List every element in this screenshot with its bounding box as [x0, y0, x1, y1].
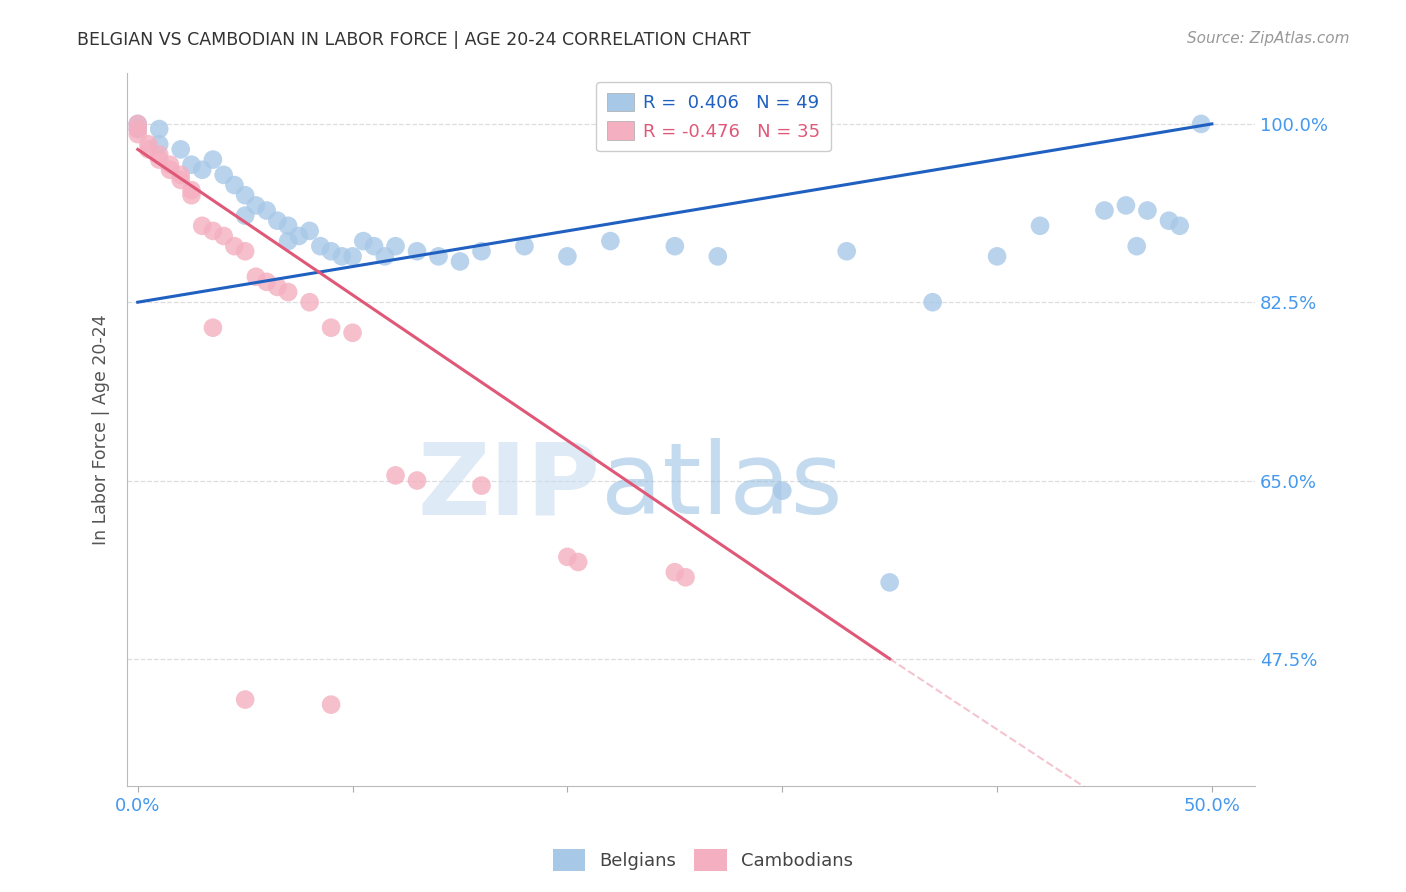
- Point: [170, 168, 193, 182]
- Point: [319, 698, 342, 712]
- Point: [449, 254, 471, 268]
- Point: [309, 239, 332, 253]
- Point: [599, 234, 621, 248]
- Point: [127, 122, 149, 136]
- Point: [277, 285, 299, 299]
- Y-axis label: In Labor Force | Age 20-24: In Labor Force | Age 20-24: [93, 314, 110, 545]
- Point: [138, 137, 160, 152]
- Point: [266, 280, 288, 294]
- Point: [277, 234, 299, 248]
- Point: [470, 244, 492, 259]
- Point: [233, 244, 256, 259]
- Point: [384, 239, 406, 253]
- Text: BELGIAN VS CAMBODIAN IN LABOR FORCE | AGE 20-24 CORRELATION CHART: BELGIAN VS CAMBODIAN IN LABOR FORCE | AG…: [77, 31, 751, 49]
- Point: [1157, 213, 1180, 227]
- Point: [138, 142, 160, 156]
- Point: [557, 249, 579, 263]
- Point: [675, 570, 697, 584]
- Point: [170, 142, 193, 156]
- Point: [201, 224, 224, 238]
- Point: [127, 117, 149, 131]
- Point: [330, 249, 353, 263]
- Point: [233, 188, 256, 202]
- Point: [384, 468, 406, 483]
- Point: [148, 137, 170, 152]
- Point: [256, 275, 278, 289]
- Point: [256, 203, 278, 218]
- Text: atlas: atlas: [600, 438, 842, 535]
- Point: [127, 122, 149, 136]
- Point: [1136, 203, 1159, 218]
- Point: [1115, 198, 1137, 212]
- Point: [201, 320, 224, 334]
- Point: [159, 162, 181, 177]
- Point: [770, 483, 793, 498]
- Point: [298, 224, 321, 238]
- Point: [1189, 117, 1212, 131]
- Point: [159, 158, 181, 172]
- Point: [1029, 219, 1052, 233]
- Point: [470, 478, 492, 492]
- Text: ZIP: ZIP: [418, 438, 600, 535]
- Point: [1168, 219, 1191, 233]
- Point: [342, 326, 364, 340]
- Point: [170, 173, 193, 187]
- Point: [879, 575, 901, 590]
- Point: [191, 162, 214, 177]
- Point: [352, 234, 374, 248]
- Point: [212, 229, 235, 244]
- Point: [664, 239, 686, 253]
- Point: [180, 188, 202, 202]
- Point: [664, 565, 686, 579]
- Point: [374, 249, 396, 263]
- Point: [233, 209, 256, 223]
- Point: [148, 122, 170, 136]
- Point: [224, 239, 246, 253]
- Point: [148, 147, 170, 161]
- Legend: R =  0.406   N = 49, R = -0.476   N = 35: R = 0.406 N = 49, R = -0.476 N = 35: [596, 82, 831, 152]
- Point: [201, 153, 224, 167]
- Legend: Belgians, Cambodians: Belgians, Cambodians: [546, 842, 860, 879]
- Point: [245, 198, 267, 212]
- Point: [406, 244, 429, 259]
- Point: [1094, 203, 1116, 218]
- Point: [266, 213, 288, 227]
- Point: [224, 178, 246, 192]
- Point: [127, 127, 149, 141]
- Point: [363, 239, 385, 253]
- Point: [427, 249, 450, 263]
- Point: [567, 555, 589, 569]
- Point: [986, 249, 1008, 263]
- Point: [1125, 239, 1147, 253]
- Point: [921, 295, 943, 310]
- Point: [319, 244, 342, 259]
- Point: [233, 692, 256, 706]
- Point: [557, 549, 579, 564]
- Point: [342, 249, 364, 263]
- Point: [835, 244, 858, 259]
- Point: [180, 158, 202, 172]
- Point: [513, 239, 536, 253]
- Point: [127, 117, 149, 131]
- Point: [180, 183, 202, 197]
- Point: [298, 295, 321, 310]
- Point: [319, 320, 342, 334]
- Point: [148, 153, 170, 167]
- Point: [212, 168, 235, 182]
- Point: [277, 219, 299, 233]
- Point: [406, 474, 429, 488]
- Point: [191, 219, 214, 233]
- Point: [707, 249, 730, 263]
- Point: [288, 229, 311, 244]
- Point: [245, 269, 267, 284]
- Text: Source: ZipAtlas.com: Source: ZipAtlas.com: [1187, 31, 1350, 46]
